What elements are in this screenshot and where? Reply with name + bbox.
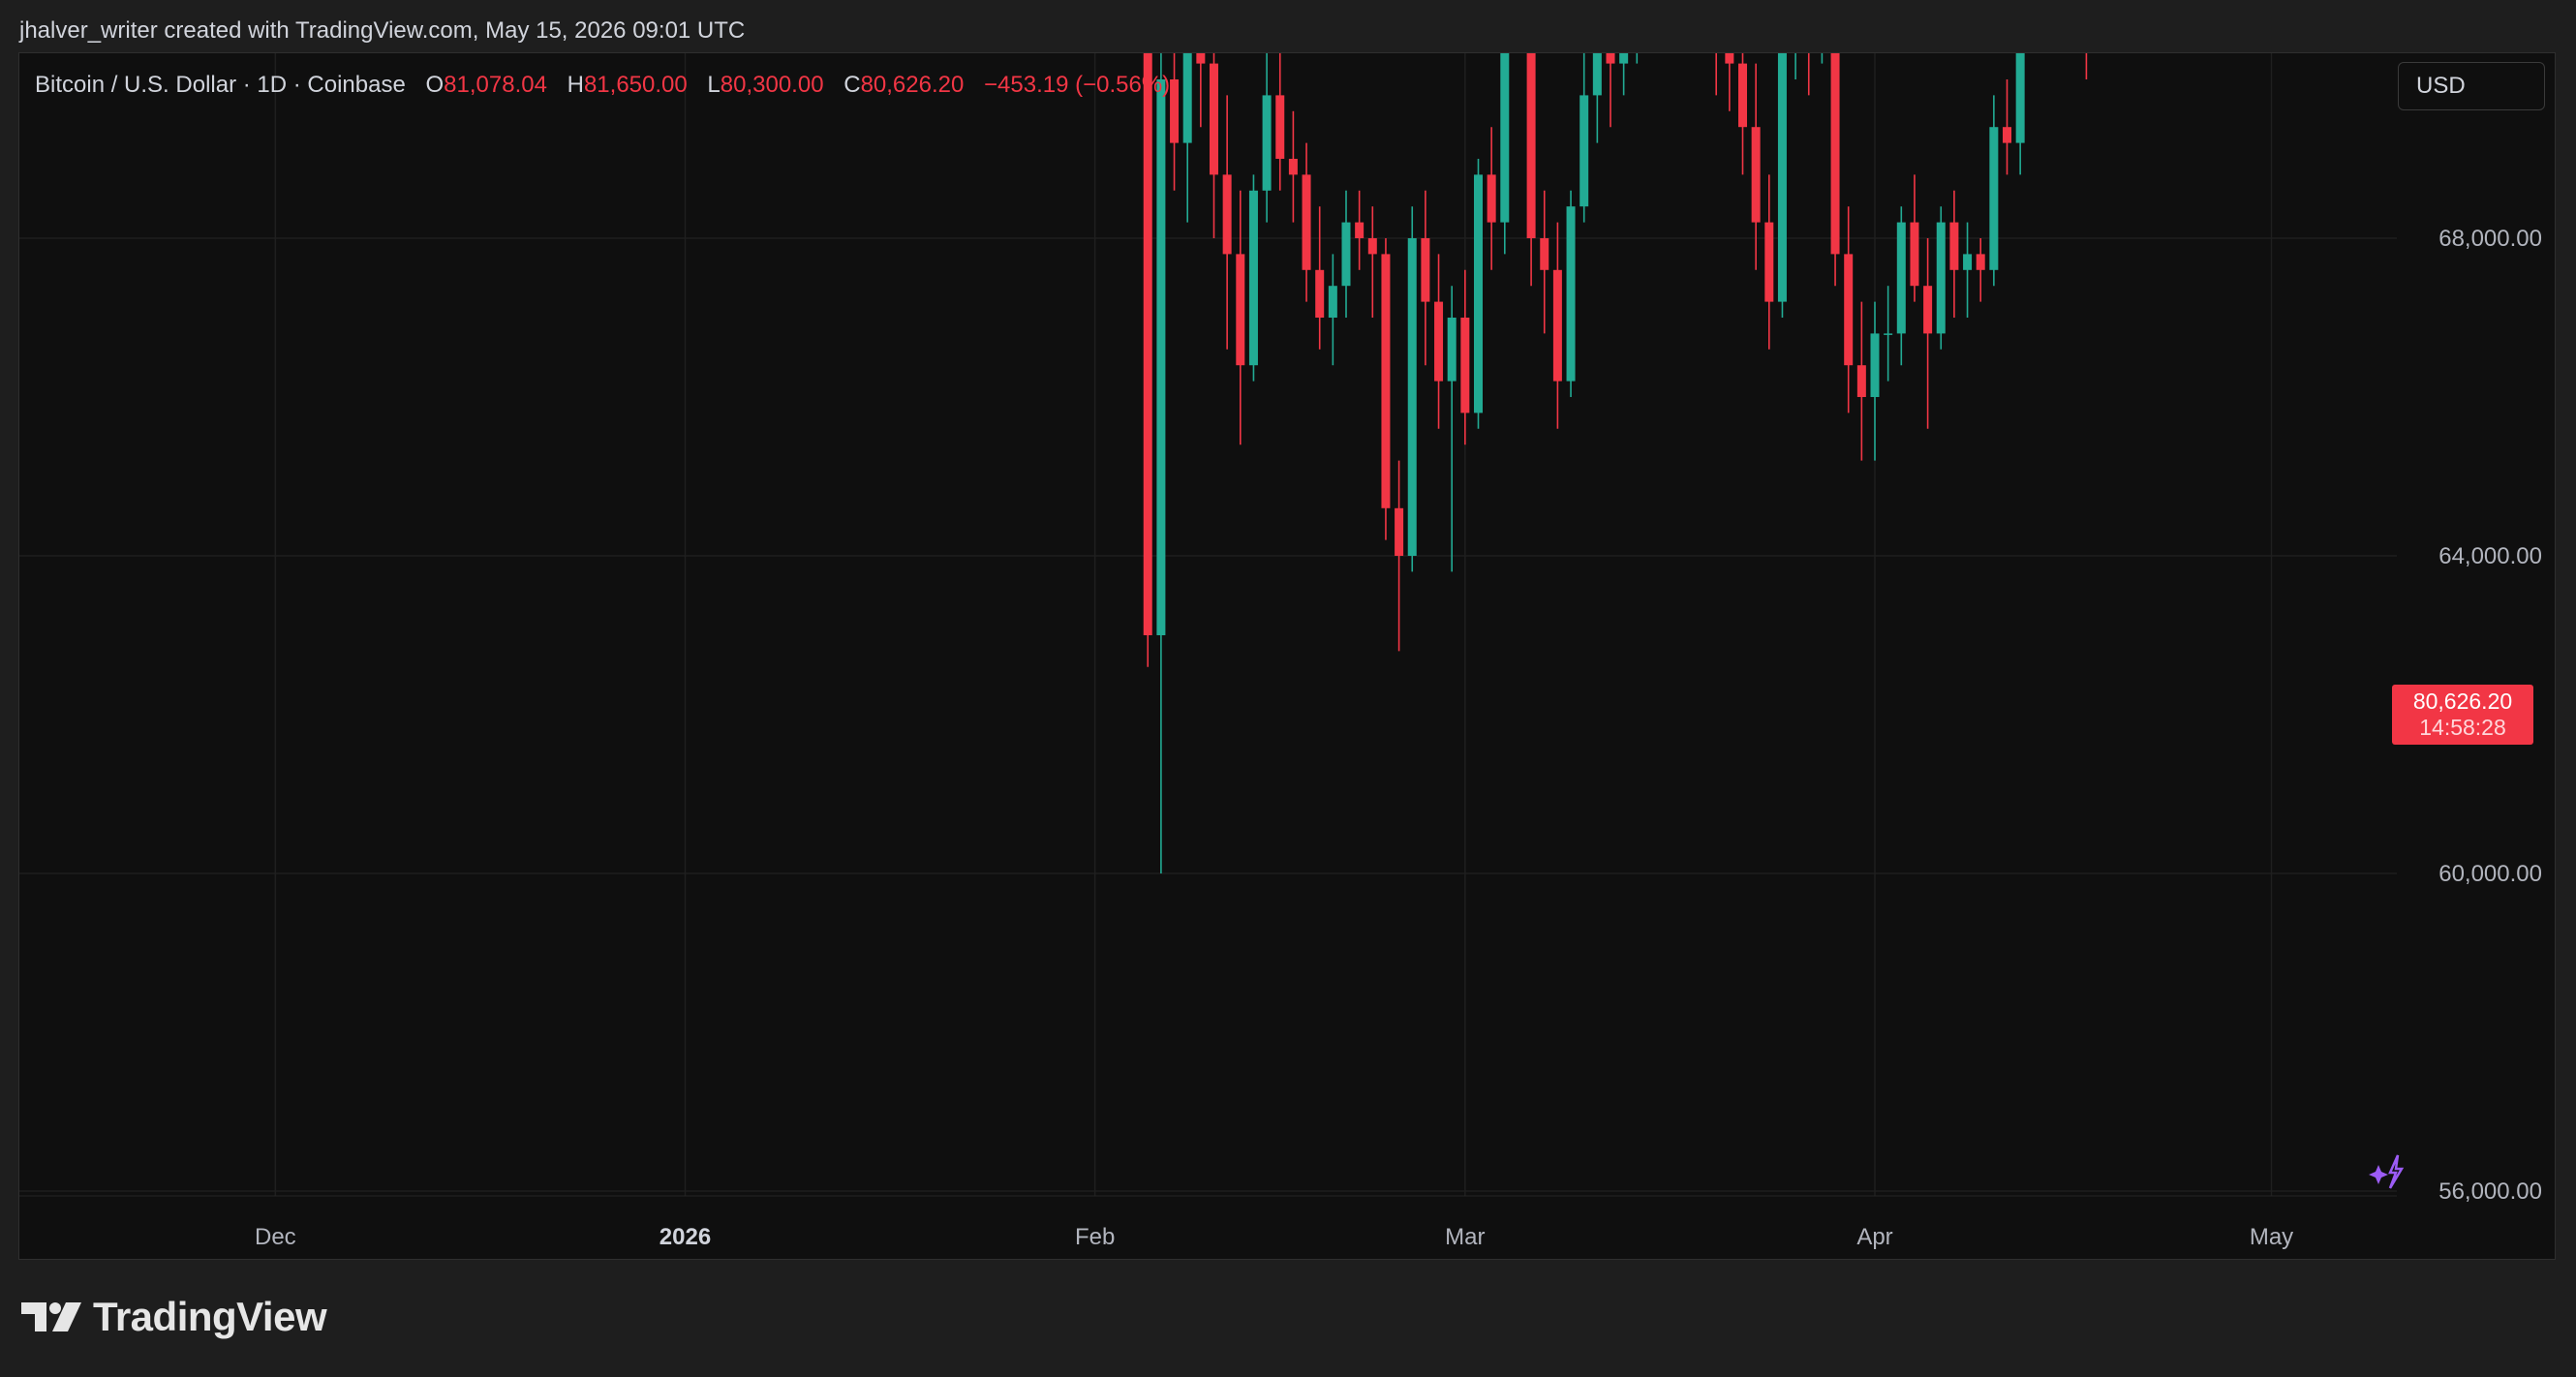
candle-body <box>1896 222 1906 334</box>
candle-body <box>1606 53 1615 64</box>
candle-body <box>1447 318 1457 382</box>
x-tick-label: Dec <box>255 1224 296 1250</box>
open-value: 81,078.04 <box>444 72 547 98</box>
candle-body <box>1923 286 1933 334</box>
x-tick-label: Apr <box>1856 1224 1892 1250</box>
bar-countdown: 14:58:28 <box>2419 715 2506 740</box>
candle-body <box>1222 174 1232 255</box>
candle-body <box>1870 333 1880 397</box>
candle-body <box>1619 53 1629 64</box>
candle-body <box>1552 269 1562 382</box>
candle-body <box>1884 333 1893 335</box>
y-tick-label: 56,000.00 <box>2438 1178 2542 1205</box>
candle-body <box>1262 95 1272 191</box>
x-tick-label: 2026 <box>659 1224 711 1250</box>
candle-body <box>1751 127 1761 223</box>
tradingview-logo-icon <box>21 1302 81 1331</box>
x-tick-label: May <box>2250 1224 2293 1250</box>
x-tick-label: Mar <box>1445 1224 1485 1250</box>
candle-body <box>1844 254 1854 366</box>
candle-body <box>1407 238 1417 556</box>
y-tick-label: 60,000.00 <box>2438 861 2542 887</box>
candle-body <box>1592 53 1602 96</box>
candle-body <box>1540 238 1549 270</box>
candle-body <box>1275 95 1285 159</box>
candle-body <box>1949 222 1959 270</box>
candle-body <box>1328 286 1337 318</box>
candle-body <box>1579 95 1589 207</box>
candle-body <box>1777 53 1787 302</box>
candle-body <box>1487 174 1496 223</box>
candle-body <box>1764 222 1774 302</box>
candle-body <box>1725 53 1734 64</box>
candle-body <box>1460 318 1470 413</box>
candle-body <box>1738 63 1747 128</box>
currency-button[interactable]: USD <box>2398 62 2545 110</box>
candle-body <box>1302 174 1311 270</box>
candle-body <box>1381 254 1391 508</box>
candle-body <box>1936 222 1946 334</box>
candle-body <box>1910 222 1919 287</box>
candle-body <box>1830 53 1840 255</box>
candle-body <box>1210 63 1218 175</box>
high-label: H <box>567 72 584 98</box>
close-value: 80,626.20 <box>860 72 965 98</box>
candlestick-chart[interactable]: 56,000.0060,000.0064,000.0068,000.0072,0… <box>19 53 2557 1261</box>
tradingview-logo[interactable]: TradingView <box>21 1294 327 1340</box>
candle-body <box>1170 79 1180 143</box>
y-tick-label: 68,000.00 <box>2438 226 2542 252</box>
low-value: 80,300.00 <box>720 72 824 98</box>
candle-body <box>1182 53 1192 143</box>
candle-body <box>1196 53 1206 64</box>
candle-body <box>1315 269 1325 318</box>
candle-body <box>1856 365 1866 397</box>
y-tick-label: 64,000.00 <box>2438 543 2542 569</box>
sparkle-lightning-icon[interactable] <box>2369 1154 2405 1189</box>
candle-body <box>1143 53 1152 635</box>
candle-body <box>1367 238 1377 255</box>
candle-body <box>1341 222 1351 287</box>
chart-area[interactable]: 56,000.0060,000.0064,000.0068,000.0072,0… <box>18 52 2556 1260</box>
open-label: O <box>425 72 445 98</box>
low-label: L <box>707 72 721 98</box>
change-value: −453.19 (−0.56%) <box>984 72 1171 98</box>
candle-body <box>1288 159 1298 175</box>
candle-body <box>1434 301 1444 382</box>
candle-body <box>1248 190 1258 366</box>
candle-body <box>1963 254 1973 270</box>
close-label: C <box>843 72 861 98</box>
candle-body <box>1526 53 1536 239</box>
candle-body <box>2015 53 2025 143</box>
brand-name: TradingView <box>93 1294 327 1339</box>
candle-body <box>1236 254 1245 366</box>
candle-body <box>2003 127 2011 143</box>
last-price-tag: 80,626.20 14:58:28 <box>2392 685 2533 745</box>
last-price-value: 80,626.20 <box>2412 688 2513 714</box>
high-value: 81,650.00 <box>583 72 688 98</box>
candle-body <box>1421 238 1430 302</box>
x-tick-label: Feb <box>1075 1224 1115 1250</box>
candle-body <box>1989 127 1999 270</box>
candle-body <box>1566 206 1576 382</box>
symbol-legend: Bitcoin / U.S. Dollar · 1D · Coinbase O8… <box>35 72 1170 99</box>
candle-body <box>1474 174 1483 413</box>
candle-body <box>1156 79 1166 635</box>
candle-body <box>1395 507 1404 556</box>
candle-body <box>1355 222 1365 238</box>
candle-body <box>1976 254 1985 270</box>
candle-body <box>1500 53 1510 223</box>
symbol-name: Bitcoin / U.S. Dollar · 1D · Coinbase <box>35 72 406 98</box>
chart-credit: jhalver_writer created with TradingView.… <box>19 17 746 44</box>
